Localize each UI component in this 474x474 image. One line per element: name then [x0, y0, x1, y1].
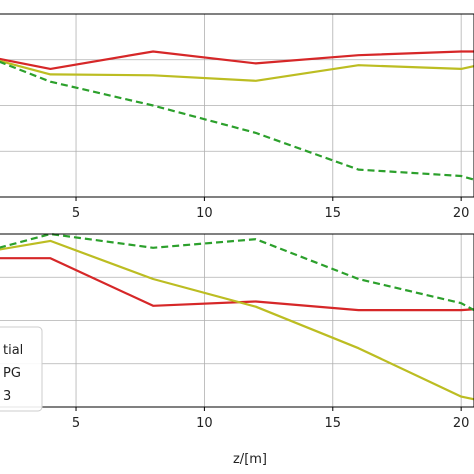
top-x-tick-label-2: 15 — [325, 206, 342, 221]
top-axes-frame — [0, 13, 474, 198]
top-x-tick-label-1: 10 — [196, 206, 213, 221]
top-x-tick-label-0: 5 — [72, 206, 80, 221]
top-series-line-2 — [0, 60, 474, 181]
legend-label-2: 3 — [3, 389, 11, 404]
top-x-ticks: 5 10 15 20 — [72, 197, 470, 221]
bottom-x-ticks: 5 10 15 20 — [72, 407, 470, 431]
top-grid — [0, 14, 474, 197]
bottom-series-line-2 — [0, 232, 474, 312]
bottom-legend: tial PG 3 — [0, 326, 43, 412]
bottom-subplot: 5 10 15 20 z/[m] tial PG 3 — [0, 232, 474, 467]
bottom-grid — [0, 234, 474, 407]
bottom-series — [0, 232, 474, 401]
bottom-x-tick-label-1: 10 — [196, 416, 213, 431]
bottom-x-tick-label-3: 20 — [453, 416, 470, 431]
legend-box — [0, 326, 43, 412]
bottom-series-line-0 — [0, 257, 474, 312]
top-series-line-1 — [0, 59, 474, 82]
bottom-axes-frame — [0, 233, 474, 408]
legend-label-1: PG — [3, 366, 21, 381]
bottom-x-axis-label: z/[m] — [233, 452, 267, 467]
top-series-line-0 — [0, 50, 474, 71]
top-subplot: 5 10 15 20 — [0, 13, 474, 221]
top-series — [0, 50, 474, 181]
bottom-series-line-1 — [0, 239, 474, 401]
bottom-x-tick-label-2: 15 — [325, 416, 342, 431]
bottom-x-tick-label-0: 5 — [72, 416, 80, 431]
legend-label-0: tial — [3, 343, 23, 358]
top-x-tick-label-3: 20 — [453, 206, 470, 221]
